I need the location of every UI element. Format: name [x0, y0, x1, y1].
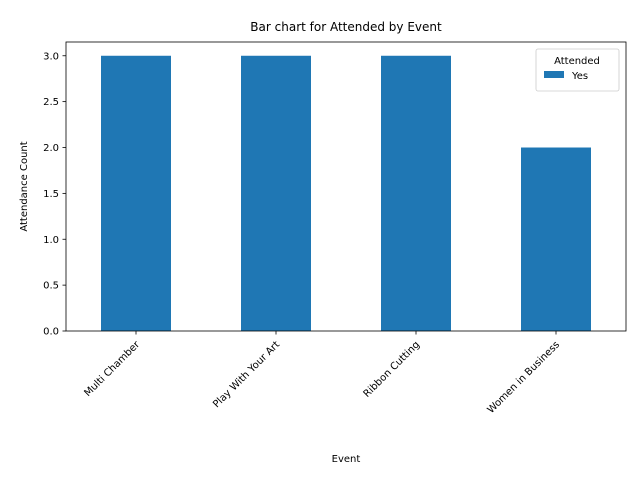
legend-box [535, 48, 620, 92]
x-axis-ticks: Multi Chamber Play With Your Art Ribbon Cu… [82, 331, 562, 416]
bar-play-with-your-art [241, 55, 311, 332]
bars-group [101, 55, 591, 332]
x-tick-label: Women in Business [486, 339, 563, 416]
bar-women-in-business [521, 147, 591, 331]
x-tick-label: Ribbon Cutting [362, 339, 423, 400]
legend-swatch [544, 71, 564, 78]
x-axis-label: Event [332, 454, 361, 465]
bar-ribbon-cutting [381, 55, 451, 332]
y-tick-label: 0.5 [43, 281, 59, 292]
x-tick-label: Play With Your Art [211, 339, 282, 410]
chart-title: Bar chart for Attended by Event [250, 20, 442, 34]
y-axis-label: Attendance Count [19, 141, 30, 231]
y-tick-label: 2.5 [43, 97, 59, 108]
plot-frame [65, 41, 627, 332]
y-tick-label: 0.0 [43, 327, 59, 338]
legend-title: Attended [554, 56, 600, 67]
y-axis-ticks: 0.0 0.5 1.0 1.5 2.0 2.5 3.0 [43, 51, 66, 338]
y-tick-label: 1.0 [43, 235, 59, 246]
legend-label-yes: Yes [571, 71, 588, 82]
y-tick-label: 3.0 [43, 51, 59, 62]
bar-multi-chamber [101, 55, 171, 332]
legend: Attended Yes [535, 48, 620, 92]
x-tick-label: Multi Chamber [82, 339, 142, 399]
y-tick-label: 2.0 [43, 143, 59, 154]
y-tick-label: 1.5 [43, 189, 59, 200]
